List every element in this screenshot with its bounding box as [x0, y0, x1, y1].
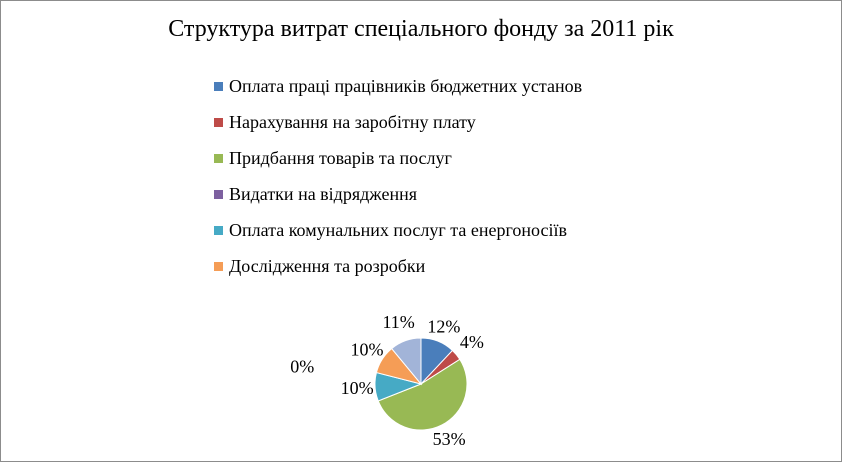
pie-slice [390, 337, 422, 386]
legend-item: Дослідження та розробки [214, 248, 582, 284]
data-label: 0% [290, 356, 314, 376]
legend-swatch [214, 261, 223, 271]
legend-swatch [214, 81, 223, 91]
legend: Оплата праці працівників бюджетних устан… [214, 68, 582, 284]
legend-item: Нарахування на заробітну плату [214, 104, 582, 140]
legend-item: Придбання товарів та послуг [214, 140, 582, 176]
legend-label: Придбання товарів та послуг [229, 147, 452, 168]
legend-swatch [214, 117, 223, 127]
legend-swatch [214, 225, 223, 235]
data-label: 11% [382, 312, 414, 332]
data-label: 53% [433, 429, 466, 449]
data-label: 10% [341, 378, 374, 398]
legend-label: Оплата комунальних послуг та енергоносії… [229, 219, 567, 240]
legend-swatch [214, 189, 223, 199]
data-label: 10% [350, 340, 383, 360]
pie-slice [377, 358, 468, 431]
legend-item: Оплата праці працівників бюджетних устан… [214, 68, 582, 104]
data-label: 12% [427, 316, 460, 336]
chart-title: Структура витрат спеціального фонду за 2… [168, 16, 674, 42]
legend-item: Видатки на відрядження [214, 176, 582, 212]
data-label: 4% [460, 332, 484, 352]
legend-item: Оплата комунальних послуг та енергоносії… [214, 212, 582, 248]
legend-label: Видатки на відрядження [229, 183, 418, 204]
legend-label: Нарахування на заробітну плату [229, 111, 476, 132]
legend-swatch [214, 153, 223, 163]
legend-label: Дослідження та розробки [229, 255, 426, 276]
legend-label: Оплата праці працівників бюджетних устан… [229, 75, 583, 96]
